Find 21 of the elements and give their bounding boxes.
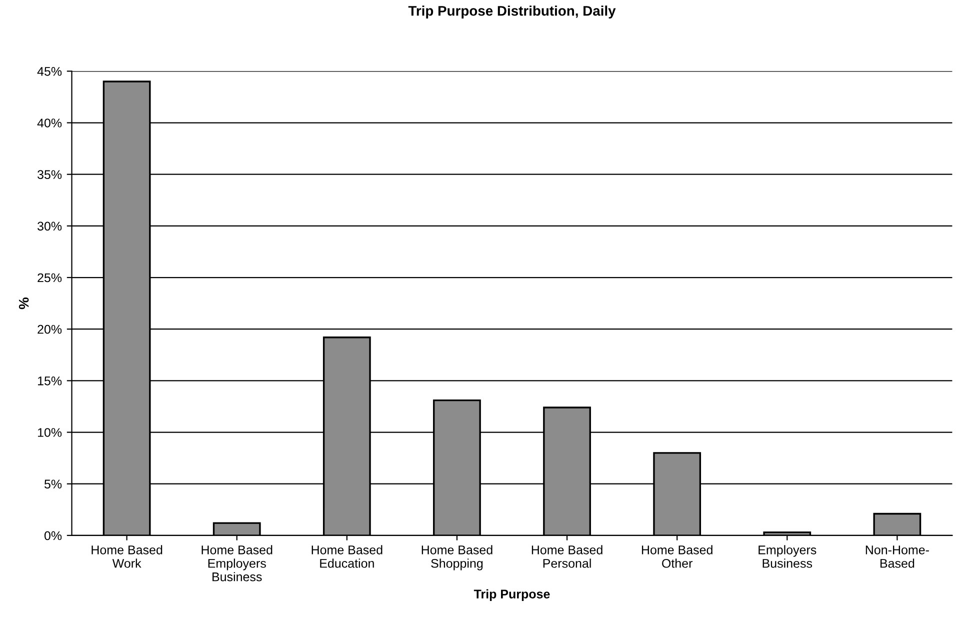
x-tick-label: Employers Business (758, 545, 816, 568)
y-tick-label: 20% (38, 324, 62, 334)
y-tick-label: 45% (37, 67, 62, 76)
x-axis-title: Trip Purpose (474, 589, 550, 601)
x-tick-label: Home Based Personal (532, 545, 602, 568)
x-tick-label: Non-Home- Based (866, 546, 929, 568)
x-tick-label: Home Based Other (642, 545, 712, 568)
x-tick-label: Home Based Education (312, 545, 382, 568)
y-tick-label: 35% (38, 170, 62, 180)
x-tick-label: Home Based Work (92, 545, 162, 568)
x-tick-label: Home Based Shopping (422, 545, 492, 570)
y-axis-title: % (18, 298, 29, 310)
y-tick-label: 40% (37, 118, 62, 128)
y-tick-label: 25% (38, 273, 62, 282)
y-tick-label: 30% (38, 222, 62, 231)
y-tick-label: 15% (38, 376, 62, 386)
x-tick-label: Home Based Employers Business (202, 545, 272, 582)
y-tick-label: 5% (44, 480, 62, 489)
y-tick-label: 10% (38, 428, 62, 437)
chart-title: Trip Purpose Distribution, Daily (408, 6, 616, 19)
y-tick-label: 0% (44, 531, 62, 540)
